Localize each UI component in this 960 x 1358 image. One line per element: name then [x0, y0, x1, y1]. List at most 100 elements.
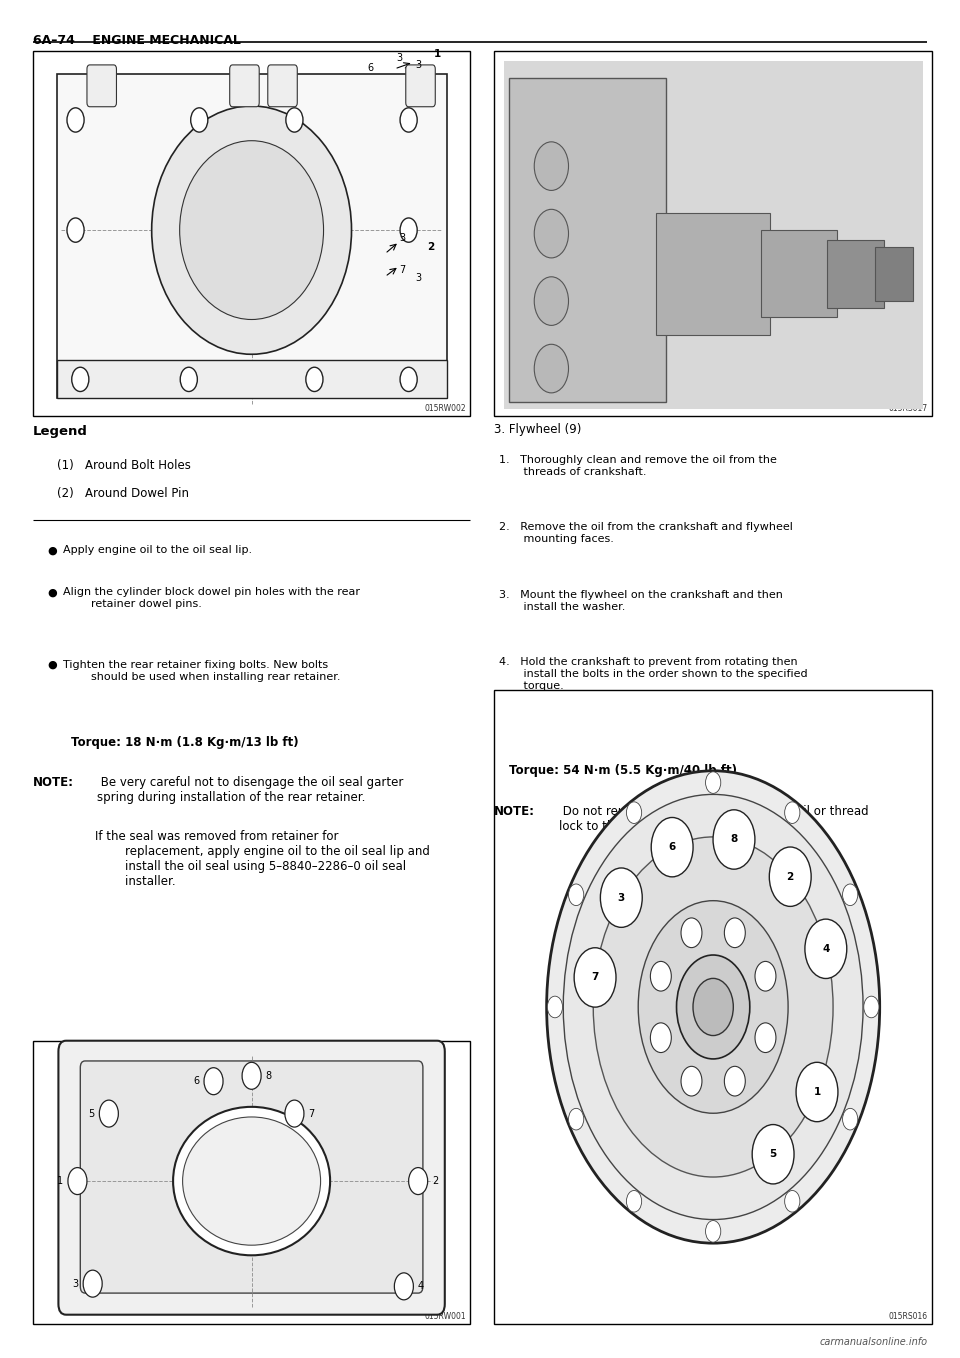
Text: ●: ●	[47, 587, 57, 598]
FancyBboxPatch shape	[494, 52, 932, 416]
Text: 3: 3	[617, 892, 625, 903]
Circle shape	[99, 1100, 118, 1127]
Circle shape	[72, 367, 89, 391]
Text: 3: 3	[72, 1279, 79, 1289]
Text: Torque: 18 N·m (1.8 Kg·m/13 lb ft): Torque: 18 N·m (1.8 Kg·m/13 lb ft)	[71, 736, 299, 748]
FancyBboxPatch shape	[57, 75, 446, 398]
Text: 2: 2	[786, 872, 794, 881]
Text: Tighten the rear retainer fixing bolts. New bolts
        should be used when in: Tighten the rear retainer fixing bolts. …	[63, 660, 341, 682]
Text: 3: 3	[399, 232, 405, 243]
Text: ●: ●	[47, 546, 57, 555]
Text: 3.   Mount the flywheel on the crankshaft and then
       install the washer.: 3. Mount the flywheel on the crankshaft …	[499, 589, 783, 611]
Text: 7: 7	[591, 972, 599, 982]
Circle shape	[681, 918, 702, 948]
Text: 2.   Remove the oil from the crankshaft and flywheel
       mounting faces.: 2. Remove the oil from the crankshaft an…	[499, 523, 793, 545]
Circle shape	[796, 1062, 838, 1122]
Text: 4: 4	[418, 1282, 424, 1291]
Text: Torque: 54 N·m (5.5 Kg·m/40 lb ft): Torque: 54 N·m (5.5 Kg·m/40 lb ft)	[509, 765, 736, 777]
FancyBboxPatch shape	[656, 213, 770, 335]
Circle shape	[706, 1221, 721, 1243]
Circle shape	[568, 884, 584, 906]
Circle shape	[843, 884, 858, 906]
FancyBboxPatch shape	[57, 360, 446, 398]
Text: 3: 3	[396, 53, 402, 64]
Circle shape	[395, 1272, 414, 1300]
Circle shape	[564, 794, 863, 1219]
FancyBboxPatch shape	[229, 65, 259, 107]
Text: Do not reuse the bolt and do not apply oil or thread
lock to the bolt.: Do not reuse the bolt and do not apply o…	[559, 804, 869, 832]
Circle shape	[180, 367, 198, 391]
FancyBboxPatch shape	[760, 230, 837, 318]
Text: carmanualsonline.info: carmanualsonline.info	[819, 1338, 927, 1347]
Text: Apply engine oil to the oil seal lip.: Apply engine oil to the oil seal lip.	[63, 546, 252, 555]
Circle shape	[784, 801, 800, 823]
Circle shape	[864, 997, 879, 1017]
Circle shape	[593, 837, 833, 1177]
Circle shape	[535, 141, 568, 190]
Text: 015RW002: 015RW002	[424, 405, 466, 413]
Circle shape	[409, 1168, 427, 1195]
FancyBboxPatch shape	[875, 247, 913, 301]
Circle shape	[650, 1023, 671, 1052]
Text: 015RW001: 015RW001	[424, 1312, 466, 1321]
FancyBboxPatch shape	[504, 61, 923, 409]
Circle shape	[400, 367, 418, 391]
Circle shape	[651, 818, 693, 877]
Circle shape	[725, 918, 745, 948]
Circle shape	[191, 107, 207, 132]
Circle shape	[755, 961, 776, 991]
Text: 3. Flywheel (9): 3. Flywheel (9)	[494, 422, 582, 436]
Circle shape	[242, 1062, 261, 1089]
Text: 015RS016: 015RS016	[888, 1312, 927, 1321]
Text: 6A–74    ENGINE MECHANICAL: 6A–74 ENGINE MECHANICAL	[33, 34, 241, 48]
Circle shape	[769, 847, 811, 906]
Circle shape	[285, 1100, 304, 1127]
Circle shape	[400, 107, 418, 132]
Circle shape	[84, 1270, 102, 1297]
Circle shape	[638, 900, 788, 1114]
Circle shape	[67, 107, 84, 132]
Circle shape	[306, 367, 323, 391]
Circle shape	[286, 107, 303, 132]
Text: (1)   Around Bolt Holes: (1) Around Bolt Holes	[57, 459, 190, 473]
FancyBboxPatch shape	[87, 65, 116, 107]
Circle shape	[627, 801, 641, 823]
Ellipse shape	[152, 106, 351, 354]
FancyBboxPatch shape	[59, 1040, 444, 1315]
Circle shape	[535, 345, 568, 392]
FancyBboxPatch shape	[33, 52, 470, 416]
Circle shape	[713, 809, 755, 869]
Text: 1: 1	[58, 1176, 63, 1186]
Circle shape	[400, 217, 418, 242]
Circle shape	[784, 1191, 800, 1213]
Text: NOTE:: NOTE:	[33, 777, 74, 789]
Text: 6: 6	[368, 62, 373, 72]
Text: ●: ●	[47, 660, 57, 669]
FancyBboxPatch shape	[509, 79, 665, 402]
Text: 8: 8	[266, 1071, 272, 1081]
Ellipse shape	[182, 1118, 321, 1245]
Text: 3: 3	[415, 60, 421, 69]
FancyBboxPatch shape	[33, 1040, 470, 1324]
Circle shape	[677, 955, 750, 1059]
Circle shape	[546, 771, 879, 1243]
Circle shape	[535, 277, 568, 326]
Text: Align the cylinder block dowel pin holes with the rear
        retainer dowel pi: Align the cylinder block dowel pin holes…	[63, 587, 360, 608]
Circle shape	[804, 919, 847, 979]
Circle shape	[650, 961, 671, 991]
Circle shape	[725, 1066, 745, 1096]
Text: 4.   Hold the crankshaft to prevent from rotating then
       install the bolts : 4. Hold the crankshaft to prevent from r…	[499, 657, 807, 691]
FancyBboxPatch shape	[828, 240, 884, 308]
Text: 6: 6	[668, 842, 676, 853]
FancyBboxPatch shape	[406, 65, 435, 107]
Text: 1.   Thoroughly clean and remove the oil from the
       threads of crankshaft.: 1. Thoroughly clean and remove the oil f…	[499, 455, 777, 477]
Circle shape	[204, 1067, 223, 1095]
Text: 8: 8	[731, 835, 737, 845]
Circle shape	[600, 868, 642, 928]
Text: 3: 3	[415, 273, 421, 284]
Ellipse shape	[173, 1107, 330, 1255]
Text: 2: 2	[432, 1176, 439, 1186]
Text: 7: 7	[398, 265, 405, 276]
Circle shape	[753, 1124, 794, 1184]
Circle shape	[755, 1023, 776, 1052]
